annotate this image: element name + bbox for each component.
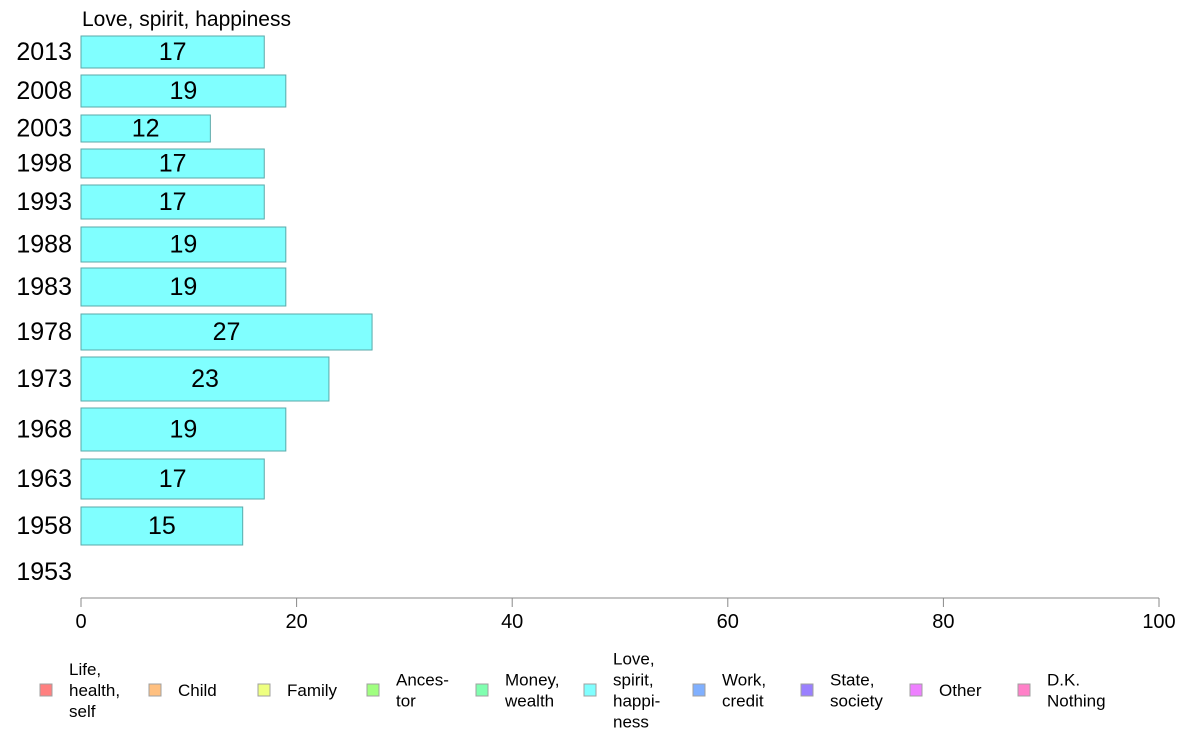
legend-swatch: [475, 683, 489, 697]
bar-value-label: 19: [170, 231, 198, 259]
x-tick-label: 20: [285, 611, 307, 633]
legend-label: self: [69, 702, 96, 721]
chart-title: Love, spirit, happiness: [82, 8, 291, 31]
bar: [80, 184, 265, 220]
bar: [80, 226, 287, 263]
legend-label: ness: [613, 713, 649, 732]
legend-label: Money,: [505, 671, 560, 690]
legend-swatch: [366, 683, 380, 697]
legend-swatch: [257, 683, 271, 697]
legend: Life, health, self Child Family Ances-tor Mone…: [39, 650, 1106, 732]
bar: [80, 356, 330, 402]
bar-value-label: 19: [170, 416, 198, 444]
bar-value-label: 19: [170, 77, 198, 105]
bar-value-label: 19: [170, 273, 198, 301]
x-tick-label: 80: [932, 611, 954, 633]
legend-label: Love,: [613, 650, 655, 669]
y-tick-label: 1953: [16, 558, 72, 586]
x-tick-label: 40: [501, 611, 523, 633]
x-tick-label: 60: [717, 611, 739, 633]
legend-label: Nothing: [1047, 692, 1106, 711]
bar-value-label: 15: [148, 512, 176, 540]
y-tick-label: 1993: [16, 188, 72, 216]
bar: [80, 458, 265, 500]
bar: [80, 148, 265, 179]
y-tick-label: 1998: [16, 150, 72, 178]
legend-label: society: [830, 692, 883, 711]
legend-label: Life,: [69, 660, 101, 679]
bar: [80, 35, 265, 69]
legend-label: Work,: [722, 671, 766, 690]
legend-label: D.K.: [1047, 671, 1080, 690]
legend-label: health,: [69, 681, 120, 700]
bar-value-label: 23: [191, 365, 219, 393]
legend-label: State,: [830, 671, 874, 690]
y-tick-label: 1978: [16, 318, 72, 346]
bar-value-label: 17: [159, 188, 187, 216]
legend-label: spirit,: [613, 671, 654, 690]
legend-label: happi-: [613, 692, 660, 711]
y-tick-label: 1958: [16, 512, 72, 540]
legend-label: tor: [396, 692, 416, 711]
y-tick-label: 1963: [16, 465, 72, 493]
legend-swatch: [148, 683, 162, 697]
legend-label: wealth: [504, 692, 554, 711]
legend-label: Other: [939, 681, 982, 700]
bar: [80, 267, 287, 307]
y-tick-label: 2008: [16, 77, 72, 105]
bar-value-label: 17: [159, 465, 187, 493]
legend-label: credit: [722, 692, 764, 711]
legend-swatch: [909, 683, 923, 697]
legend-swatch: [692, 683, 706, 697]
y-tick-label: 2003: [16, 115, 72, 143]
y-tick-label: 1988: [16, 231, 72, 259]
y-tick-label: 1983: [16, 273, 72, 301]
legend-label: Family: [287, 681, 338, 700]
y-tick-label: 2013: [16, 38, 72, 66]
bar: [80, 407, 287, 452]
x-tick-label: 100: [1142, 611, 1175, 633]
legend-swatch: [583, 683, 597, 697]
bar: [80, 313, 373, 351]
bar: [80, 506, 244, 546]
y-tick-label: 1968: [16, 416, 72, 444]
legend-swatch: [39, 683, 53, 697]
y-tick-label: 1973: [16, 365, 72, 393]
x-tick-label: 0: [75, 611, 86, 633]
bar-value-label: 27: [213, 318, 241, 346]
bar-value-label: 17: [159, 38, 187, 66]
x-axis: 0 20 40 60 80 100: [75, 597, 1176, 633]
bar-value-label: 17: [159, 150, 187, 178]
legend-swatch: [1017, 683, 1031, 697]
bars: 2013 17 2008 19 2003 12 1998 17 1993 17 1988 19 1983…: [16, 35, 373, 586]
legend-swatch: [800, 683, 814, 697]
legend-label: Ances-: [396, 671, 449, 690]
bar-value-label: 12: [132, 115, 160, 143]
legend-label: Child: [178, 681, 217, 700]
bar: [80, 114, 211, 143]
bar: [80, 74, 287, 108]
